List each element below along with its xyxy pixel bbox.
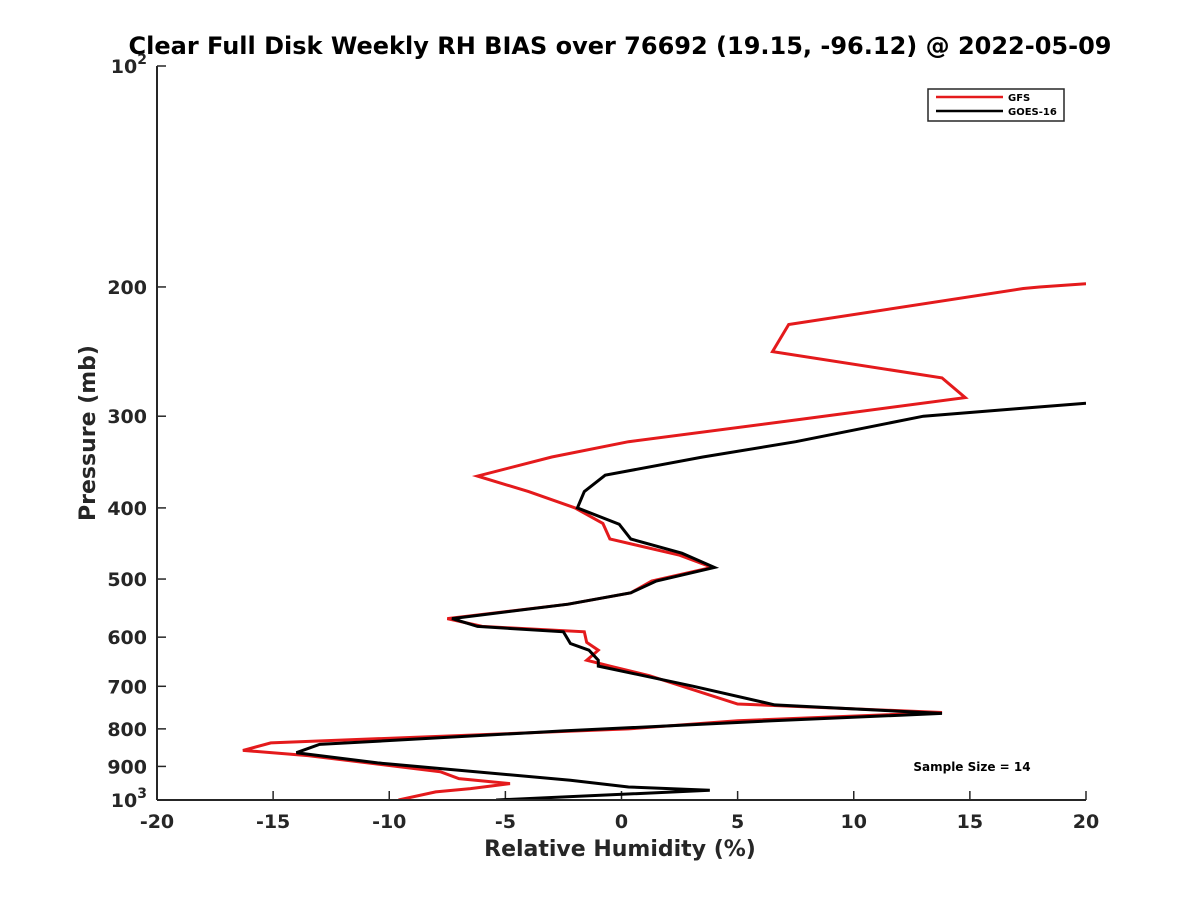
x-tick-label: -15 [256,811,290,833]
y-tick-label: 900 [107,756,147,778]
y-tick-label: 600 [107,627,147,649]
x-tick-label: -20 [140,811,174,833]
y-tick-label: 500 [107,569,147,591]
y-axis-label: Pressure (mb) [76,345,101,521]
x-tick-label: 20 [1073,811,1099,833]
chart-title: Clear Full Disk Weekly RH BIAS over 7669… [129,32,1112,60]
y-tick-label: 700 [107,676,147,698]
legend: GFS GOES-16 [927,88,1065,122]
y-tick-label: 102 [111,52,147,78]
series-line-goes16 [295,401,1086,800]
y-tick-label: 800 [107,719,147,741]
legend-label-goes16: GOES-16 [1008,107,1057,118]
x-axis-ticks: -20 -15 -10 -5 0 5 10 15 20 [140,791,1099,833]
legend-label-gfs: GFS [1008,93,1030,104]
x-tick-label: 10 [841,811,867,833]
y-axis-ticks: 102 200 300 400 500 600 700 800 900 103 [107,52,166,812]
series-layer [242,282,1086,800]
y-tick-label: 103 [111,786,147,812]
y-tick-label: 300 [107,406,147,428]
x-axis-label: Relative Humidity (%) [484,837,756,862]
y-tick-label: 200 [107,277,147,299]
x-tick-label: -5 [495,811,516,833]
y-tick-label: 400 [107,498,147,520]
x-tick-label: -10 [372,811,406,833]
x-tick-label: 5 [731,811,744,833]
series-line-gfs [242,282,1086,800]
legend-box [927,88,1065,122]
x-tick-label: 0 [615,811,628,833]
sample-size-annotation: Sample Size = 14 [913,760,1030,774]
x-tick-label: 15 [957,811,983,833]
